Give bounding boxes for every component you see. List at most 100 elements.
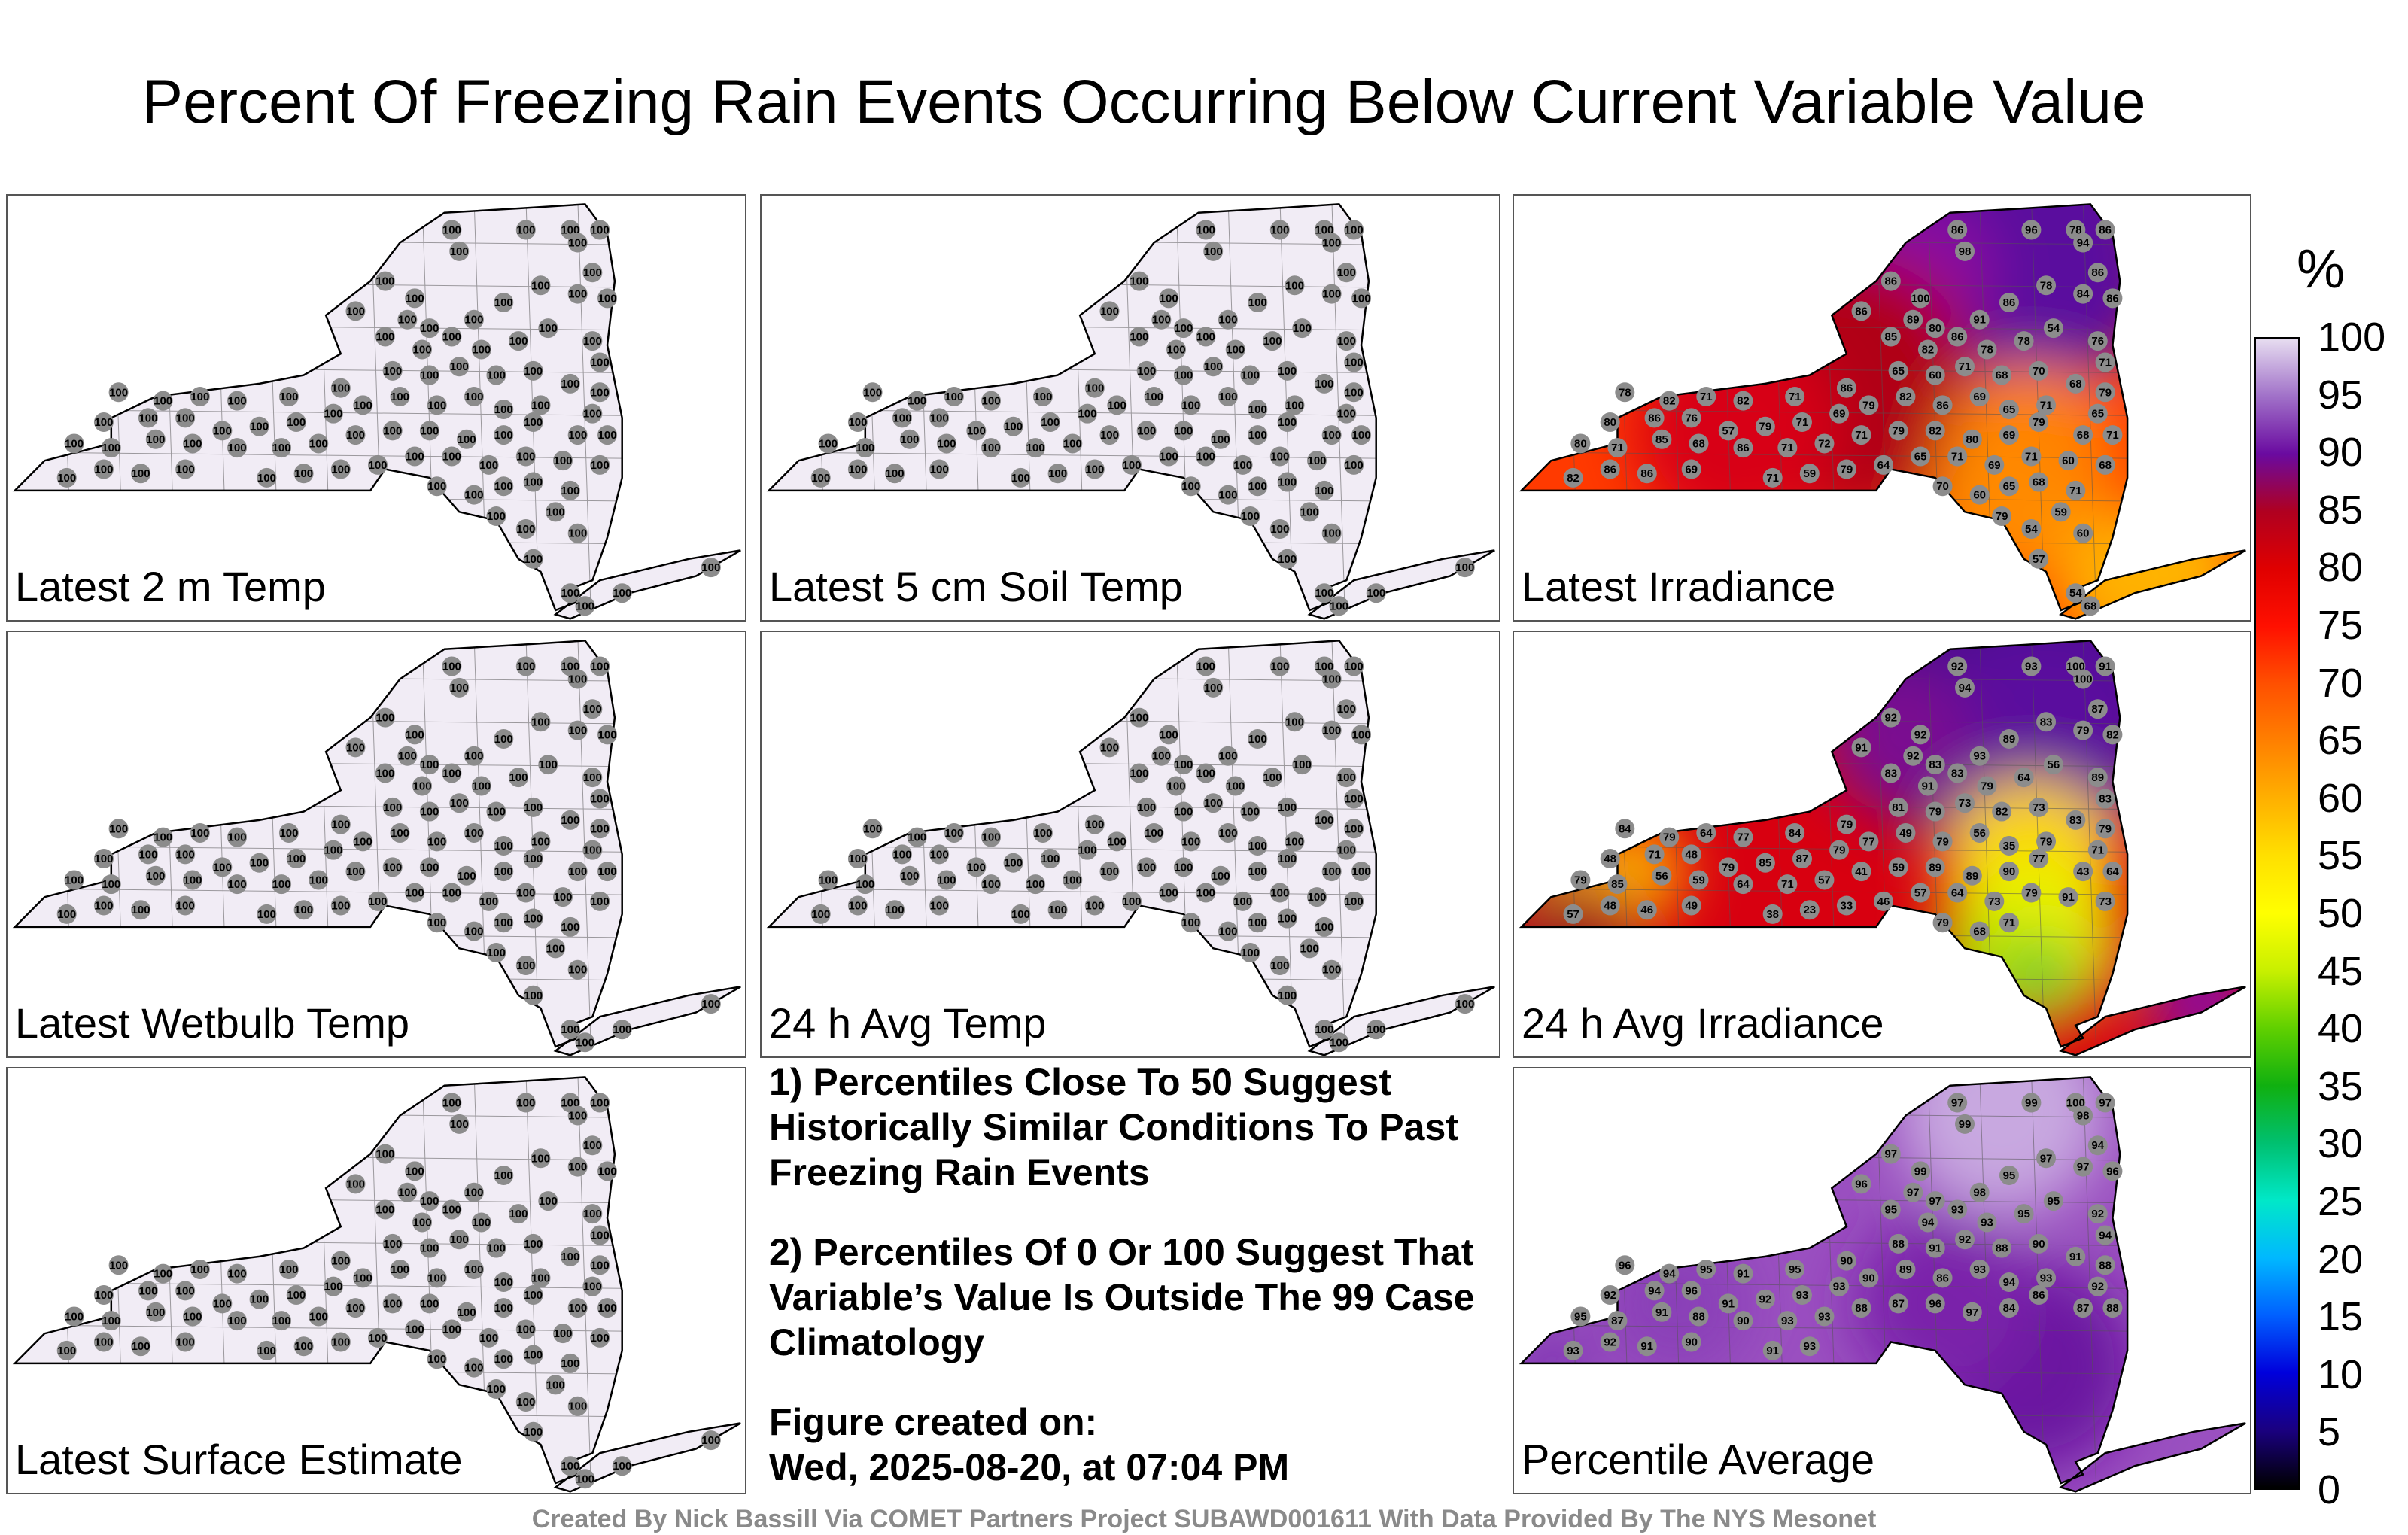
station-marker: 64 (1733, 874, 1753, 895)
station-marker: 100 (390, 1259, 410, 1279)
panel-label: Percentile Average (1522, 1436, 1875, 1483)
station-marker: 100 (1003, 416, 1023, 436)
station-value: 100 (65, 874, 84, 886)
station-value: 94 (1663, 1268, 1676, 1281)
station-marker: 100 (1314, 1020, 1334, 1040)
station-value: 86 (1951, 223, 1964, 236)
station-value: 100 (375, 330, 394, 343)
station-marker: 100 (1314, 480, 1334, 500)
station-value: 100 (1181, 480, 1200, 493)
colorbar-tick-label: 20 (2318, 1236, 2364, 1282)
station-marker: 100 (390, 386, 410, 406)
station-value: 100 (464, 1187, 483, 1199)
station-value: 100 (1218, 926, 1237, 938)
station-marker: 79 (2073, 720, 2093, 740)
station-marker: 100 (1277, 472, 1297, 492)
station-marker: 100 (442, 1319, 462, 1339)
station-marker: 100 (175, 1332, 196, 1352)
station-marker: 91 (2095, 656, 2115, 676)
station-marker: 100 (553, 451, 573, 471)
station-marker: 100 (227, 438, 248, 458)
station-marker: 100 (427, 831, 447, 852)
station-marker: 89 (1903, 309, 1923, 330)
station-marker: 100 (190, 386, 210, 406)
station-marker: 100 (1129, 327, 1149, 347)
station-value: 100 (1174, 806, 1193, 819)
station-value: 68 (2099, 459, 2112, 472)
station-marker: 100 (1307, 451, 1327, 471)
station-marker: 100 (427, 1349, 447, 1369)
station-marker: 87 (2073, 1298, 2093, 1318)
station-value: 100 (450, 797, 469, 810)
station-marker: 100 (590, 1327, 610, 1348)
station-marker: 100 (523, 549, 543, 569)
station-marker: 59 (1888, 857, 1908, 877)
station-value: 100 (1337, 771, 1356, 784)
station-marker: 100 (1203, 241, 1224, 261)
station-value: 100 (132, 467, 150, 480)
station-marker: 100 (567, 720, 588, 740)
station-value: 100 (109, 822, 128, 835)
station-marker: 100 (427, 913, 447, 933)
station-value: 100 (1100, 865, 1119, 878)
station-value: 79 (1929, 806, 1941, 819)
colorbar-tick-label: 50 (2318, 891, 2364, 936)
station-marker: 100 (597, 425, 618, 445)
station-marker: 65 (1888, 360, 1908, 381)
station-value: 100 (138, 848, 157, 861)
station-marker: 73 (2095, 891, 2115, 911)
station-marker: 64 (1874, 454, 1893, 475)
station-marker: 86 (2087, 263, 2108, 283)
station-marker: 100 (442, 1093, 462, 1113)
station-value: 100 (154, 395, 172, 408)
station-value: 85 (1884, 330, 1897, 343)
station-marker: 100 (1196, 220, 1216, 240)
station-marker: 100 (855, 874, 875, 895)
station-marker: 100 (1122, 891, 1142, 911)
station-marker: 100 (1011, 467, 1031, 488)
station-marker: 100 (1344, 220, 1364, 240)
station-value: 79 (1862, 399, 1875, 412)
station-value: 100 (1307, 891, 1326, 904)
station-marker: 100 (368, 891, 388, 911)
station-marker: 100 (981, 827, 1002, 847)
station-marker: 100 (479, 1327, 499, 1348)
station-marker: 100 (486, 801, 506, 822)
station-marker: 100 (560, 1020, 580, 1040)
station-value: 97 (1884, 1148, 1897, 1161)
station-value: 94 (2091, 1139, 2104, 1152)
station-value: 48 (1604, 853, 1616, 865)
station-value: 94 (2003, 1276, 2016, 1289)
station-value: 100 (1004, 421, 1023, 433)
station-marker: 60 (2058, 451, 2078, 471)
station-value: 91 (2062, 891, 2075, 904)
station-value: 100 (494, 296, 513, 309)
station-value: 100 (598, 1302, 617, 1315)
station-marker: 100 (457, 865, 477, 886)
station-marker: 100 (508, 768, 528, 788)
station-marker: 100 (1455, 558, 1475, 578)
station-value: 83 (1951, 767, 1964, 780)
station-marker: 73 (1984, 891, 2005, 911)
station-marker: 100 (1107, 831, 1127, 852)
station-value: 100 (1085, 900, 1104, 913)
station-marker: 54 (2021, 519, 2042, 540)
station-marker: 97 (2095, 1093, 2115, 1113)
station-value: 100 (591, 1259, 610, 1272)
station-value: 100 (848, 464, 867, 476)
station-marker: 100 (249, 853, 269, 873)
station-marker: 100 (382, 797, 403, 817)
station-value: 100 (598, 292, 617, 305)
station-value: 100 (1152, 314, 1171, 327)
station-value: 100 (561, 1023, 579, 1036)
station-value: 100 (568, 1400, 587, 1413)
station-marker: 100 (523, 849, 543, 869)
station-value: 100 (458, 870, 476, 883)
station-marker: 100 (567, 1157, 588, 1177)
station-value: 100 (420, 322, 439, 335)
station-value: 97 (2040, 1152, 2053, 1165)
station-marker: 46 (1874, 891, 1893, 911)
station-value: 96 (1929, 1297, 1941, 1310)
station-value: 88 (1996, 1242, 2008, 1255)
station-marker: 84 (1615, 819, 1635, 839)
